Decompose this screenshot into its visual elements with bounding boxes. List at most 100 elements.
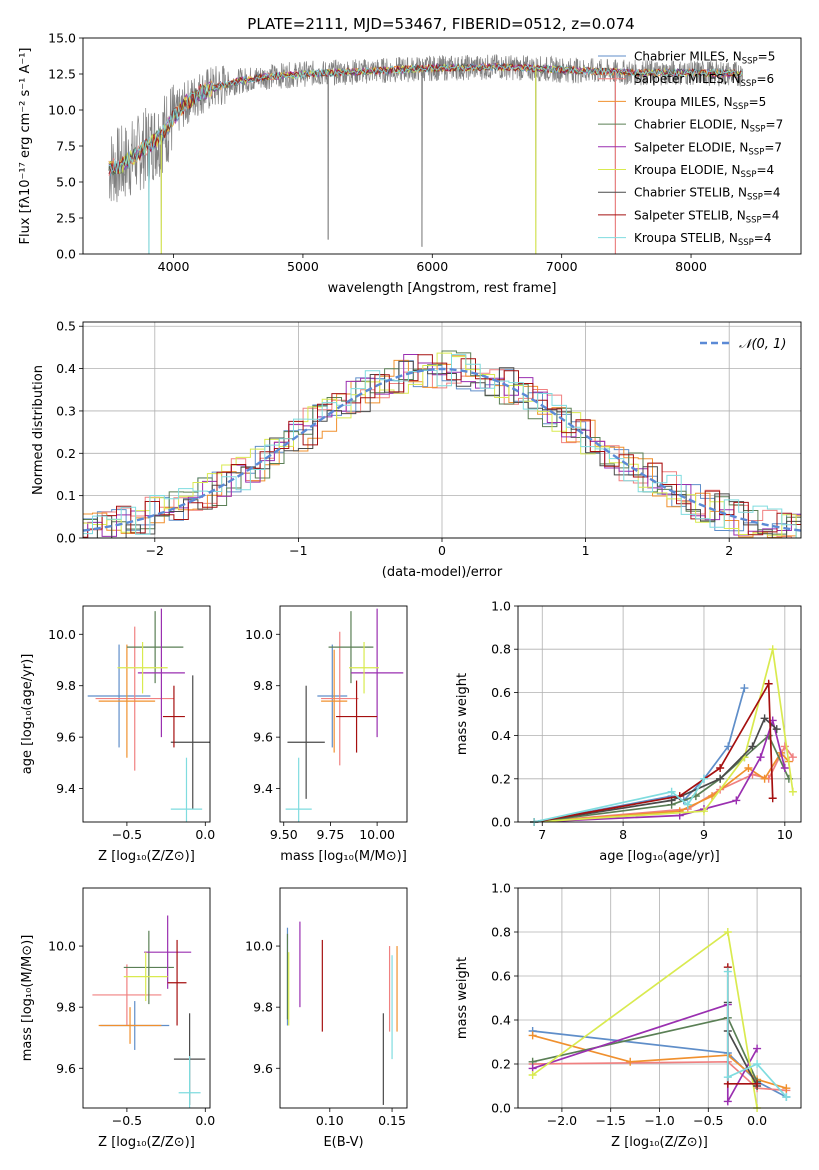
y-tick-label: 15.0 [48,31,76,46]
spectrum-legend: Chabrier MILES, NSSP=5 Salpeter MILES, NS… [598,50,783,248]
mass-weight-marker [723,928,732,936]
legend-label: Chabrier STELIB, NSSP=4 [634,186,781,203]
y-axis-label: mass weight [455,957,470,1039]
x-tick-label: 10 [777,827,793,842]
plot-frame [82,321,802,539]
y-tick-label: 0.2 [491,1057,511,1072]
x-tick-label: 6000 [416,259,448,274]
y-tick-label: 0.4 [56,361,76,376]
y-tick-label: 9.4 [56,781,76,796]
y-tick-label: 9.8 [56,1000,76,1015]
age_vs_mass-axes: 9.50 9.75 10.00 9.4 9.6 9.8 10.0 mass [log₁₀(M/… [245,605,408,864]
x-axis-label: (data-model)/error [382,565,503,580]
residual-histogram-step [83,360,801,538]
y-tick-label: 0.1 [56,488,76,503]
figure-title: PLATE=2111, MJD=53467, FIBERID=0512, z=0… [247,15,634,33]
y-tick-label: 0.0 [491,1101,511,1116]
normal-reference-curve [83,367,801,532]
x-tick-label: 7 [538,827,546,842]
mass-weight-marker [768,645,777,654]
mass_vs_Z-axes: −0.5 0.0 9.6 9.8 10.0 Z [log₁₀(Z/Z⊙)] mass [lo… [20,887,215,1150]
x-axis-label: Z [log₁₀(Z/Z⊙)] [98,1135,195,1150]
mass-weight-marker [528,1071,537,1079]
mass-weight-marker [740,684,749,693]
mass-weight-marker [756,753,765,762]
mass-weight-marker [753,1060,762,1068]
x-tick-label: −0.5 [112,827,142,842]
y-tick-label: 9.6 [56,730,76,745]
y-tick-label: 9.8 [56,678,76,693]
x-tick-label: 0.0 [195,827,215,842]
y-tick-label: 0.0 [491,815,511,830]
x-tick-label: 0.0 [195,1113,215,1128]
mass-weight-marker [699,774,708,783]
y-tick-label: 12.5 [48,67,76,82]
x-tick-label: 0 [438,543,446,558]
y-tick-label: 10.0 [245,627,273,642]
mass-weight-marker [716,764,725,772]
x-tick-label: −2.0 [547,1113,577,1128]
y-tick-label: 9.6 [56,1061,76,1076]
y-tick-label: 5.0 [56,175,76,190]
legend-label: Kroupa STELIB, NSSP=4 [634,231,772,248]
legend-label: Kroupa ELODIE, NSSP=4 [634,163,774,180]
mass-weight-series-line [726,971,788,1098]
plot-frame [279,887,408,1109]
plot-frame [517,605,802,823]
plot-frame [82,887,211,1109]
legend-label: 𝒩(0, 1) [739,337,786,352]
x-tick-label: 0.15 [378,1113,406,1128]
mass-weight-marker [716,774,725,783]
mass-weight-marker [772,725,781,734]
mass-weight-marker [528,1031,537,1040]
y-tick-label: 0.5 [56,319,76,334]
x-tick-label: 2 [725,543,733,558]
mass-weight-marker [723,1097,732,1106]
mass-weight-series-line [534,687,746,822]
mass-weight-marker [753,1044,762,1053]
mass-weight-marker [724,742,733,751]
mass-weight-marker [780,742,789,751]
x-tick-label: 7000 [546,259,578,274]
plot-frame [517,887,802,1109]
x-axis-label: age [log₁₀(age/yr)] [599,849,720,864]
y-tick-label: 9.4 [253,781,273,796]
y-tick-label: 0.4 [491,1013,511,1028]
mass-weight-marker [748,742,757,751]
mass-weight-marker [782,1084,791,1093]
legend-label: Chabrier ELODIE, NSSP=7 [634,118,783,135]
mass-weight-marker [683,800,692,809]
mass-weight-series-line [534,744,794,822]
x-tick-label: 9.75 [317,827,345,842]
mass-weight-marker [768,794,777,803]
x-tick-label: −2 [146,543,164,558]
x-axis-label: Z [log₁₀(Z/Z⊙)] [98,849,195,864]
mass-weight-marker [782,1093,791,1101]
mass_vs_EBV-axes: 0.10 0.15 9.6 9.8 10.0 E(B-V) [245,887,408,1150]
x-tick-label: −1 [289,543,307,558]
x-axis-label: mass [log₁₀(M/M⊙)] [280,849,407,864]
x-tick-label: 5000 [287,259,319,274]
y-tick-label: 7.5 [56,139,76,154]
y-tick-label: 0.2 [491,771,511,786]
y-tick-label: 0.8 [491,642,511,657]
mass-weight-marker [626,1057,635,1066]
x-tick-label: 1 [582,543,590,558]
mass-weight-marker [788,787,797,796]
y-tick-label: 1.0 [491,881,511,896]
y-tick-label: 2.5 [56,211,76,226]
age_vs_Z-axes: −0.5 0.0 9.4 9.6 9.8 10.0 Z [log₁₀(Z/Z⊙)] age [… [20,605,215,864]
mass-weight-marker [780,764,789,772]
y-tick-label: 0.0 [56,247,76,262]
model-spectrum-line [108,63,743,174]
y-axis-label: Normed distribution [31,365,46,495]
y-axis-label: Flux [fλ10⁻¹⁷ erg cm⁻² s⁻¹ A⁻¹] [18,48,33,245]
y-tick-label: 10.0 [48,627,76,642]
mass-weight-marker [753,1079,762,1088]
x-axis-label: Z [log₁₀(Z/Z⊙)] [611,1135,708,1150]
legend-label: Salpeter ELODIE, NSSP=7 [634,140,782,157]
x-tick-label: −1.5 [596,1113,626,1128]
mass-weight-marker [723,967,732,976]
residual-histogram-step [83,350,801,538]
